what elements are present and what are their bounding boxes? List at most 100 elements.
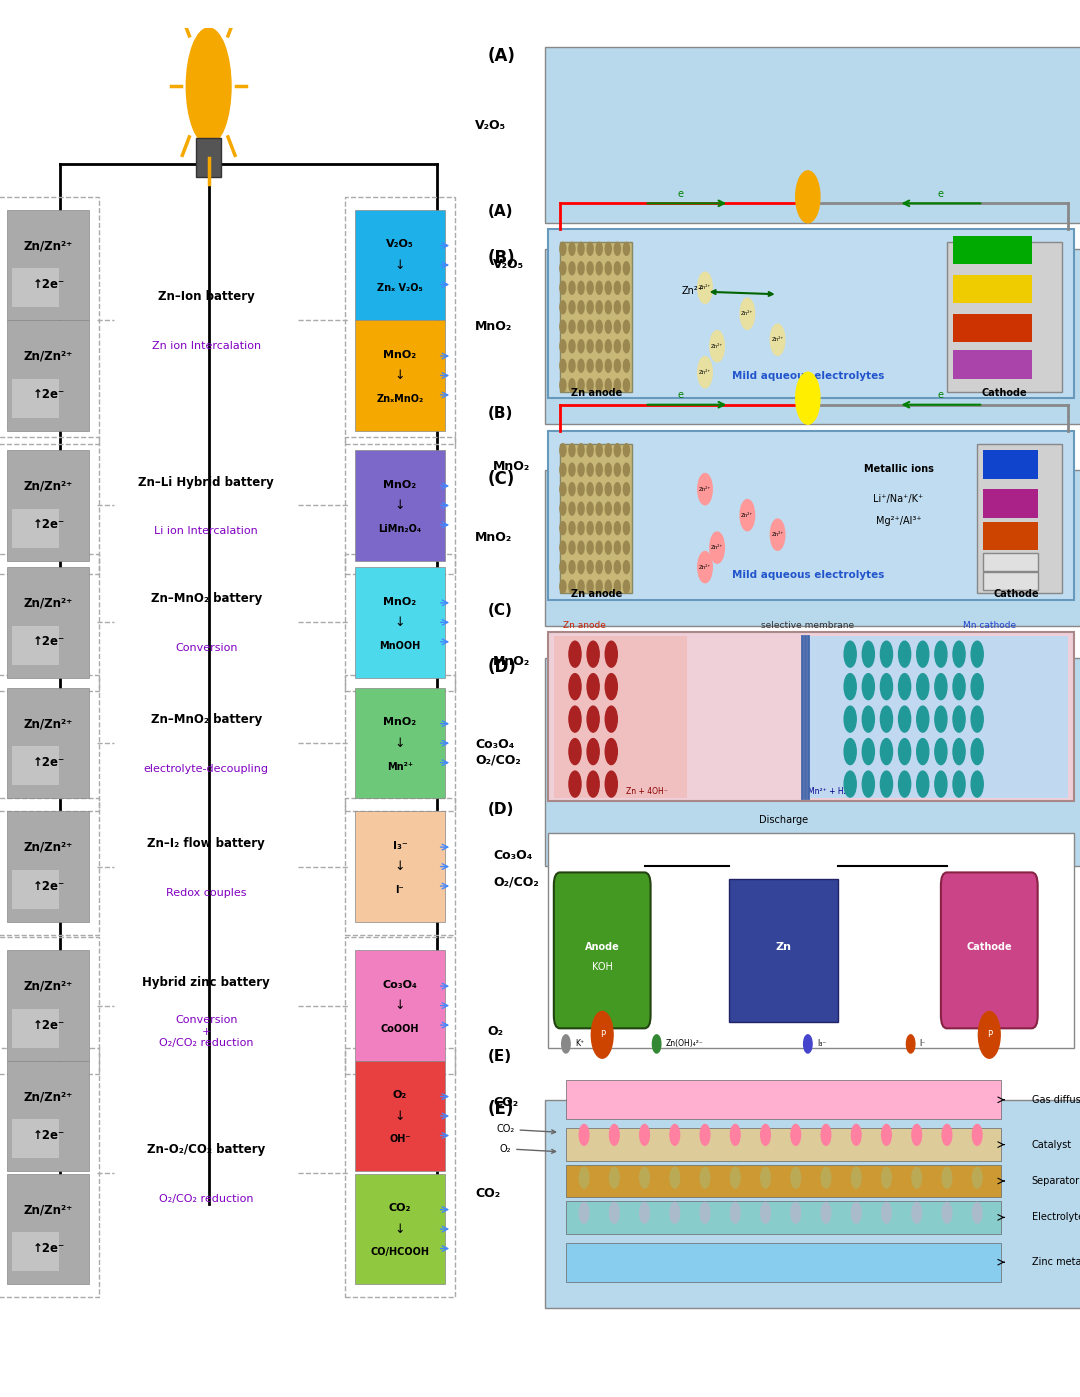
Circle shape	[588, 339, 593, 352]
Text: KOH: KOH	[592, 963, 612, 972]
Circle shape	[596, 339, 603, 352]
Circle shape	[615, 502, 620, 515]
Circle shape	[652, 1035, 661, 1053]
Circle shape	[730, 1203, 740, 1224]
Circle shape	[588, 281, 593, 295]
Circle shape	[862, 705, 875, 732]
Text: (E): (E)	[487, 1099, 514, 1118]
FancyBboxPatch shape	[554, 636, 687, 798]
FancyBboxPatch shape	[8, 450, 90, 560]
Circle shape	[791, 1168, 800, 1187]
Text: ↓: ↓	[394, 736, 405, 750]
FancyBboxPatch shape	[13, 509, 58, 548]
FancyBboxPatch shape	[197, 138, 221, 177]
Circle shape	[670, 1168, 679, 1187]
Text: MnO₂: MnO₂	[383, 349, 417, 359]
Circle shape	[615, 379, 620, 391]
Circle shape	[615, 521, 620, 535]
Circle shape	[862, 673, 875, 700]
Circle shape	[596, 464, 603, 476]
Circle shape	[596, 580, 603, 594]
Circle shape	[588, 705, 599, 732]
Circle shape	[615, 339, 620, 352]
Circle shape	[569, 300, 575, 314]
Circle shape	[639, 1168, 649, 1187]
Text: Hybrid zinc battery: Hybrid zinc battery	[143, 975, 270, 989]
Text: ↓: ↓	[394, 258, 405, 271]
Circle shape	[615, 320, 620, 334]
Circle shape	[596, 379, 603, 391]
Text: I₃⁻: I₃⁻	[816, 1039, 826, 1048]
FancyBboxPatch shape	[953, 314, 1031, 342]
FancyBboxPatch shape	[8, 812, 90, 922]
Text: (C): (C)	[487, 604, 512, 619]
Circle shape	[623, 379, 630, 391]
Circle shape	[881, 1203, 891, 1224]
Circle shape	[615, 541, 620, 555]
Text: MnO₂: MnO₂	[383, 597, 417, 606]
Circle shape	[559, 242, 566, 256]
Text: I⁻: I⁻	[920, 1039, 926, 1048]
FancyBboxPatch shape	[983, 489, 1038, 518]
Circle shape	[596, 541, 603, 555]
FancyBboxPatch shape	[983, 573, 1038, 591]
Circle shape	[588, 320, 593, 334]
Circle shape	[559, 379, 566, 391]
FancyBboxPatch shape	[355, 450, 445, 560]
Circle shape	[899, 771, 910, 798]
Circle shape	[588, 482, 593, 496]
Circle shape	[942, 1203, 951, 1224]
FancyBboxPatch shape	[544, 249, 1080, 425]
Text: ↓: ↓	[394, 861, 405, 873]
Circle shape	[851, 1203, 861, 1224]
Text: Zn/Zn²⁺: Zn/Zn²⁺	[24, 717, 73, 731]
Circle shape	[953, 673, 966, 700]
Text: Zn²⁺: Zn²⁺	[699, 285, 711, 291]
Text: ZnₓMnO₂: ZnₓMnO₂	[376, 394, 423, 404]
Circle shape	[917, 641, 929, 668]
Text: V₂O₅: V₂O₅	[494, 258, 525, 271]
Text: O₂: O₂	[393, 1090, 407, 1101]
Circle shape	[588, 444, 593, 457]
Circle shape	[596, 281, 603, 295]
Circle shape	[881, 1125, 891, 1146]
Circle shape	[899, 739, 910, 764]
Circle shape	[605, 482, 611, 496]
Circle shape	[862, 771, 875, 798]
FancyBboxPatch shape	[8, 1060, 90, 1171]
Text: ↑2e⁻: ↑2e⁻	[32, 388, 65, 401]
Text: Zn–I₂ flow battery: Zn–I₂ flow battery	[147, 837, 265, 849]
FancyBboxPatch shape	[983, 553, 1038, 571]
Circle shape	[670, 1203, 679, 1224]
Text: ↓: ↓	[394, 1109, 405, 1123]
Text: CO₂: CO₂	[475, 1187, 500, 1200]
Circle shape	[569, 281, 575, 295]
Text: Li⁺/Na⁺/K⁺: Li⁺/Na⁺/K⁺	[874, 495, 923, 504]
Circle shape	[971, 771, 983, 798]
Circle shape	[972, 1168, 982, 1187]
Circle shape	[578, 521, 584, 535]
Text: ↑2e⁻: ↑2e⁻	[32, 880, 65, 893]
Circle shape	[588, 541, 593, 555]
FancyBboxPatch shape	[544, 1099, 1080, 1308]
Circle shape	[588, 359, 593, 372]
Circle shape	[578, 300, 584, 314]
Text: Discharge: Discharge	[759, 814, 808, 826]
FancyBboxPatch shape	[559, 444, 633, 594]
Circle shape	[935, 739, 947, 764]
Text: Zn anode: Zn anode	[563, 622, 606, 630]
Text: MnO₂: MnO₂	[475, 320, 512, 334]
Circle shape	[623, 502, 630, 515]
Text: ↑2e⁻: ↑2e⁻	[32, 278, 65, 291]
Text: Zn ion Intercalation: Zn ion Intercalation	[151, 341, 260, 351]
FancyBboxPatch shape	[13, 626, 58, 665]
Circle shape	[559, 281, 566, 295]
Circle shape	[623, 482, 630, 496]
Circle shape	[971, 641, 983, 668]
Circle shape	[700, 1125, 710, 1146]
FancyBboxPatch shape	[977, 444, 1062, 594]
Circle shape	[605, 641, 618, 668]
Circle shape	[917, 739, 929, 764]
Circle shape	[880, 771, 892, 798]
Circle shape	[596, 482, 603, 496]
